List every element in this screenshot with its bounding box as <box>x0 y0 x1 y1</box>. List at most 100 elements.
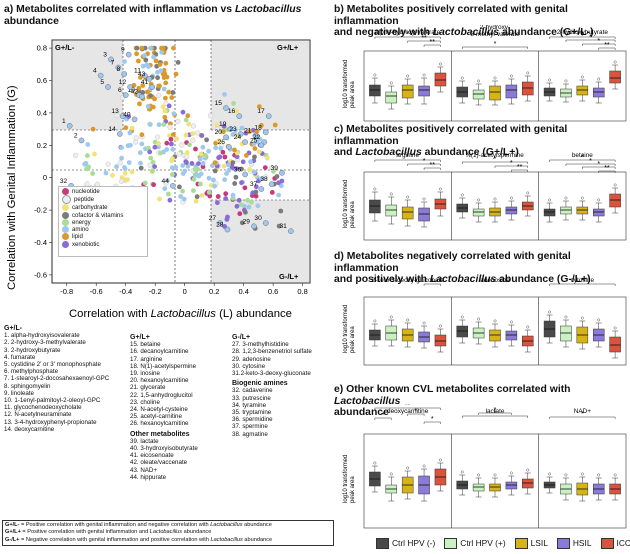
labeled-point <box>146 76 153 82</box>
scatter-point <box>139 132 145 138</box>
scatter-point <box>90 171 95 176</box>
group-swatch <box>514 538 528 550</box>
metabolite-name: 2-hydroxy-3-methyl-valerate <box>470 25 520 38</box>
x-tick-label: -0.2 <box>149 287 162 296</box>
labeled-point <box>119 113 126 119</box>
scatter-point <box>157 83 162 89</box>
box <box>456 325 468 338</box>
point-number-label: 4 <box>93 68 97 75</box>
definitions-box: G+/L- = Positive correlation with genita… <box>2 520 334 547</box>
scatter-point <box>169 141 174 147</box>
metabolite-list-item: 34. tyramine <box>232 401 267 409</box>
point-number-label: 36 <box>234 166 242 173</box>
metabolite-list-item: 38. agmatine <box>232 430 268 438</box>
box <box>434 334 447 347</box>
x-tick-label: -0.4 <box>119 287 132 296</box>
scatter-point <box>271 169 276 174</box>
significance-mark: * <box>589 158 592 165</box>
group-label: ICC <box>616 538 630 548</box>
metabolite-list-item: 13. 3-4-hydroxyphenyl-propionate <box>4 418 97 426</box>
point-number-label: 10 <box>128 87 136 94</box>
point-number-label: 5 <box>100 79 104 86</box>
scatter-point <box>215 200 220 206</box>
scatter-point <box>232 147 237 153</box>
scatter-point <box>233 128 238 133</box>
labeled-point <box>224 226 231 233</box>
scatter-point <box>247 129 253 134</box>
category-swatch <box>62 188 69 195</box>
scatter-point <box>222 177 228 183</box>
scatter-point <box>138 75 143 80</box>
scatter-point <box>156 92 162 99</box>
scatter-point <box>274 174 280 179</box>
significance-mark: * <box>406 154 409 161</box>
scatter-point <box>122 170 128 176</box>
scatter-point <box>157 196 162 202</box>
scatter-point <box>175 118 181 125</box>
panel-a-title: a) Metabolites correlated with inflammat… <box>4 4 302 27</box>
point-number-label: 43 <box>138 71 146 78</box>
scatter-point <box>198 151 204 157</box>
scatter-point <box>190 137 196 143</box>
metabolite-list-item: 32. cadaverine <box>232 387 273 395</box>
metabolite-list-item: 23. choline <box>130 398 160 406</box>
panel-d-boxplots: log10 transformedpeak area 2-keto-3-deoxy… <box>343 277 627 366</box>
scatter-point <box>234 166 240 172</box>
scatter-point <box>163 95 168 101</box>
metabolite-list-item: 37. spermine <box>232 423 268 431</box>
metabolite-list-item: 10. 1-1enyl-palmitoyl-2-oleoyl-GPC <box>4 397 101 405</box>
significance-mark: * <box>494 41 497 48</box>
labeled-point <box>78 137 85 144</box>
scatter-point <box>171 132 176 137</box>
box-y-axis-label: log10 transformedpeak area <box>343 180 356 228</box>
scatter-point <box>253 189 259 195</box>
significance-mark: * <box>581 31 584 38</box>
scatter-point <box>187 142 192 148</box>
category-label: peptide <box>74 196 94 204</box>
metabolite-list-item: 30. cytosine <box>232 362 266 370</box>
scatter-point <box>160 104 166 110</box>
panel-c-boxplots: log10 transformedpeak areaarginine****N(… <box>343 152 627 241</box>
scatter-point <box>169 95 175 100</box>
metabolite-list-item: 9. linoleate <box>4 389 34 397</box>
scatter-point <box>175 60 181 65</box>
scatter-point <box>147 122 153 127</box>
point-number-label: 13 <box>111 108 119 115</box>
panel-b-boxplots: log10 transformedpeak area alpha-hydroxy-… <box>343 25 627 122</box>
group-label: Ctrl HPV (+) <box>460 538 506 548</box>
scatter-point <box>182 168 188 174</box>
significance-mark: * <box>589 34 592 41</box>
point-number-label: 22 <box>253 134 261 141</box>
scatter-point <box>177 184 182 190</box>
category-legend-item: xenobiotic <box>62 240 144 248</box>
scatter-point <box>178 194 184 199</box>
panel-e-boxplots: log10 transformedpeak area deoxycarnitine… <box>343 404 627 529</box>
metabolite-list-item: 36. spermidine <box>232 416 273 424</box>
group-swatch <box>556 538 570 550</box>
definition-row: G+/L+ = Positive correlation with genita… <box>5 529 212 536</box>
metabolite-list-item: 8. sphingomyelin <box>4 382 51 390</box>
metabolite-list-item: 28. 1,2,3-benzenetriol sulfate <box>232 348 312 356</box>
labeled-point <box>108 56 114 63</box>
significance-mark: ** <box>405 404 411 409</box>
metabolite-list-item: 44. hippurate <box>130 473 167 481</box>
box <box>576 85 589 96</box>
scatter-point <box>191 177 197 182</box>
scatter-point <box>248 159 254 165</box>
category-legend-item: peptide <box>62 195 144 205</box>
scatter-point <box>167 124 173 130</box>
box <box>472 208 485 217</box>
significance-mark: ** <box>421 35 427 42</box>
scatter-point <box>90 126 96 132</box>
metabolite-list-item: 33. putrescine <box>232 394 271 402</box>
box-y-axis-label: log10 transformedpeak area <box>343 455 356 503</box>
category-label: lipid <box>72 233 83 241</box>
scatter-point <box>122 59 127 64</box>
point-number-label: 12 <box>119 79 127 86</box>
significance-mark: * <box>431 416 434 423</box>
box <box>543 208 556 217</box>
scatter-point <box>200 164 206 170</box>
category-legend-item: nucleotide <box>62 188 144 195</box>
scatter-point <box>206 175 212 181</box>
group-swatch <box>376 538 389 550</box>
